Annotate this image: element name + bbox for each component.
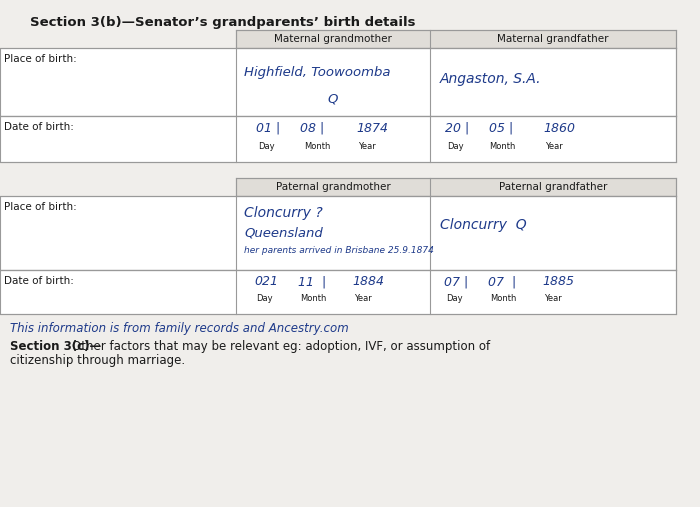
Bar	[236, 178, 676, 196]
Text: Place of birth:: Place of birth:	[4, 54, 77, 64]
Text: Day: Day	[446, 294, 463, 303]
Bar	[0, 270, 676, 314]
Bar	[0, 48, 676, 116]
Text: 1874: 1874	[356, 122, 388, 135]
Text: 07  |: 07 |	[488, 275, 517, 288]
Text: Section 3(c)—: Section 3(c)—	[10, 340, 101, 353]
Text: Place of birth:: Place of birth:	[4, 202, 77, 212]
Text: Date of birth:: Date of birth:	[4, 276, 74, 286]
Text: Q: Q	[328, 92, 338, 105]
Text: Year: Year	[354, 294, 372, 303]
Text: Day: Day	[447, 142, 463, 151]
Text: This information is from family records and Ancestry.com: This information is from family records …	[10, 322, 349, 335]
Text: Year: Year	[358, 142, 376, 151]
Text: Maternal grandfather: Maternal grandfather	[497, 34, 609, 44]
Text: Queensland: Queensland	[244, 226, 323, 239]
Text: Month: Month	[490, 294, 517, 303]
Bar	[236, 30, 676, 48]
Text: 021: 021	[254, 275, 278, 288]
Text: 1884: 1884	[352, 275, 384, 288]
Text: Day: Day	[256, 294, 272, 303]
Text: Month: Month	[304, 142, 330, 151]
Text: Paternal grandmother: Paternal grandmother	[276, 182, 391, 192]
Text: citizenship through marriage.: citizenship through marriage.	[10, 354, 185, 367]
Text: Cloncurry  Q: Cloncurry Q	[440, 218, 526, 232]
Text: Day: Day	[258, 142, 274, 151]
Text: Maternal grandmother: Maternal grandmother	[274, 34, 392, 44]
Text: 11  |: 11 |	[298, 275, 326, 288]
Text: 1860: 1860	[543, 122, 575, 135]
Text: 20 |: 20 |	[445, 122, 469, 135]
Text: Month: Month	[489, 142, 515, 151]
Text: Paternal grandfather: Paternal grandfather	[499, 182, 607, 192]
Text: 08 |: 08 |	[300, 122, 324, 135]
Text: her parents arrived in Brisbane 25.9.1874: her parents arrived in Brisbane 25.9.187…	[244, 246, 434, 255]
Text: 01 |: 01 |	[256, 122, 280, 135]
Text: Other factors that may be relevant eg: adoption, IVF, or assumption of: Other factors that may be relevant eg: a…	[72, 340, 490, 353]
Text: Angaston, S.A.: Angaston, S.A.	[440, 72, 542, 86]
Text: Month: Month	[300, 294, 326, 303]
Text: Year: Year	[545, 142, 563, 151]
Text: 05 |: 05 |	[489, 122, 513, 135]
Text: Highfield, Toowoomba: Highfield, Toowoomba	[244, 66, 391, 79]
Text: Date of birth:: Date of birth:	[4, 122, 74, 132]
Text: Year: Year	[544, 294, 561, 303]
Text: 07 |: 07 |	[444, 275, 468, 288]
Bar	[0, 196, 676, 270]
Text: 1885: 1885	[542, 275, 574, 288]
Text: Cloncurry ?: Cloncurry ?	[244, 206, 323, 220]
Text: Section 3(b)—Senator’s grandparents’ birth details: Section 3(b)—Senator’s grandparents’ bir…	[30, 16, 416, 29]
Bar	[0, 116, 676, 162]
